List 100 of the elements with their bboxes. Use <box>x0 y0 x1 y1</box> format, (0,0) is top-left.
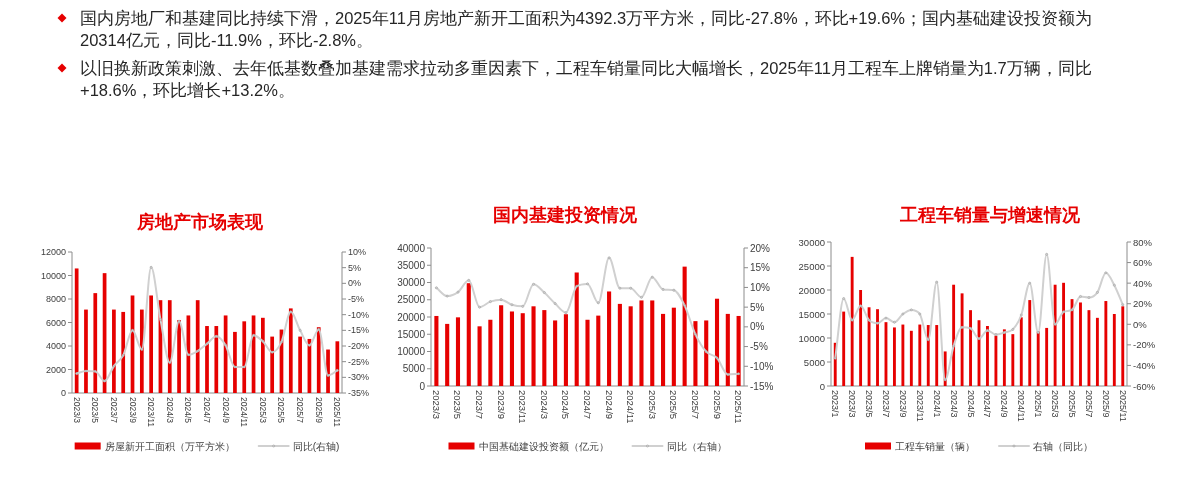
y2-tick-label: -25% <box>348 356 370 367</box>
y-tick-label: 10000 <box>40 270 66 281</box>
chart-title: 房地产市场表现 <box>136 212 264 232</box>
y2-tick-label: -35% <box>348 388 370 398</box>
bar <box>326 349 330 393</box>
bar <box>596 315 601 386</box>
x-tick-label: 2023/11 <box>517 390 529 424</box>
y-tick-label: 0 <box>60 388 66 398</box>
bar <box>693 321 698 386</box>
x-tick-label: 2023/3 <box>847 390 858 418</box>
x-tick-label: 2025/7 <box>689 390 701 420</box>
x-tick-label: 2024/3 <box>164 397 175 424</box>
y2-tick-label: 15% <box>750 262 771 274</box>
x-tick-label: 2023/11 <box>146 397 157 428</box>
y2-tick-label: -10% <box>750 360 774 372</box>
y-tick-label: 10000 <box>397 346 426 357</box>
y2-tick-label: 0% <box>750 321 765 333</box>
bar <box>1053 284 1057 386</box>
bar <box>542 310 547 386</box>
x-tick-label: 2024/9 <box>603 390 615 420</box>
bar <box>628 306 633 386</box>
x-tick-label: 2024/3 <box>538 390 550 420</box>
x-tick-label: 2024/11 <box>1016 390 1027 422</box>
x-tick-label: 2025/3 <box>646 390 658 420</box>
x-tick-label: 2025/11 <box>1117 390 1128 422</box>
bar <box>509 311 514 386</box>
x-tick-label: 2024/5 <box>183 397 194 424</box>
y2-tick-label: 10% <box>750 281 771 293</box>
bar <box>994 335 998 386</box>
chart-title: 国内基建投资情况 <box>493 205 638 225</box>
bar <box>909 330 913 386</box>
y-tick-label: 15000 <box>798 308 825 320</box>
line-series <box>75 266 339 383</box>
x-tick-label: 2025/5 <box>276 397 287 424</box>
y2-tick-label: -10% <box>348 309 370 320</box>
bar <box>288 308 293 393</box>
y2-tick-label: -5% <box>750 341 768 353</box>
y-tick-label: 0 <box>419 380 426 392</box>
x-tick-label: 2025/7 <box>1083 390 1094 418</box>
bar <box>1104 301 1108 386</box>
x-tick-label: 2023/3 <box>430 390 442 420</box>
y2-tick-label: -15% <box>348 325 370 336</box>
bar <box>553 320 558 386</box>
x-tick-label: 2024/7 <box>582 390 593 420</box>
x-tick-label: 2024/11 <box>239 397 250 428</box>
bar <box>876 309 879 386</box>
y2-tick-label: 60% <box>1133 257 1153 269</box>
bar <box>316 327 321 393</box>
bar <box>585 319 590 386</box>
y-tick-label: 35000 <box>397 259 426 271</box>
bar <box>531 306 536 386</box>
bar <box>74 268 79 393</box>
bar <box>1062 282 1066 386</box>
x-tick-label: 2023/9 <box>897 390 908 418</box>
y2-tick-label: 10% <box>348 247 367 257</box>
x-tick-label: 2023/5 <box>452 390 464 420</box>
y-tick-label: 20000 <box>798 284 825 296</box>
y-tick-label: 6000 <box>45 317 66 328</box>
bar <box>935 325 939 386</box>
x-tick-label: 2024/1 <box>931 390 942 418</box>
bar <box>233 331 237 393</box>
bar <box>736 315 741 386</box>
bar <box>270 336 275 393</box>
bar <box>1036 331 1040 386</box>
legend-label: 同比（右轴） <box>666 440 727 452</box>
bar <box>445 323 450 386</box>
y2-tick-label: 20% <box>1133 298 1153 310</box>
y-tick-label: 4000 <box>45 341 66 351</box>
y2-tick-label: 40% <box>1133 277 1153 289</box>
text: 以旧换新政策刺激、去年低基数叠加基建需求拉动多重因素下，工程车销量同比大幅增长，2025年11月工程车上牌销量为1.7万辆，同比+18.6%，环比增长+13.2%。 <box>80 58 1092 101</box>
y-tick-label: 5000 <box>803 356 825 368</box>
y2-tick-label: 0% <box>348 278 362 289</box>
bar <box>214 326 219 393</box>
bar <box>901 324 905 386</box>
y-tick-label: 0 <box>819 380 825 392</box>
y-tick-label: 20000 <box>397 311 426 323</box>
bar <box>714 298 720 386</box>
x-tick-label: 2024/5 <box>560 390 572 420</box>
y2-tick-label: 5% <box>348 262 362 273</box>
bar <box>112 309 116 393</box>
bar <box>455 317 461 386</box>
bar <box>1002 329 1006 386</box>
legend-label: 房屋新开工面积（万平方米） <box>104 440 235 452</box>
legend-label: 右轴（同比） <box>1033 440 1093 452</box>
bar <box>574 272 579 386</box>
x-tick-label: 2023/7 <box>474 390 486 420</box>
y2-tick-label: -15% <box>750 380 774 392</box>
x-tick-label: 2023/11 <box>914 390 925 422</box>
bar <box>918 324 922 386</box>
legend-label: 同比(右轴) <box>292 440 340 452</box>
x-tick-label: 2024/11 <box>625 390 637 424</box>
bar <box>242 321 247 393</box>
x-tick-label: 2025/9 <box>1100 390 1111 418</box>
x-tick-label: 2024/3 <box>948 390 959 418</box>
bar <box>926 325 930 386</box>
y-tick-label: 30000 <box>397 277 426 288</box>
x-tick-label: 2024/9 <box>999 390 1010 418</box>
bar <box>725 313 730 386</box>
bar <box>960 293 964 386</box>
y2-tick-label: -30% <box>348 372 370 383</box>
